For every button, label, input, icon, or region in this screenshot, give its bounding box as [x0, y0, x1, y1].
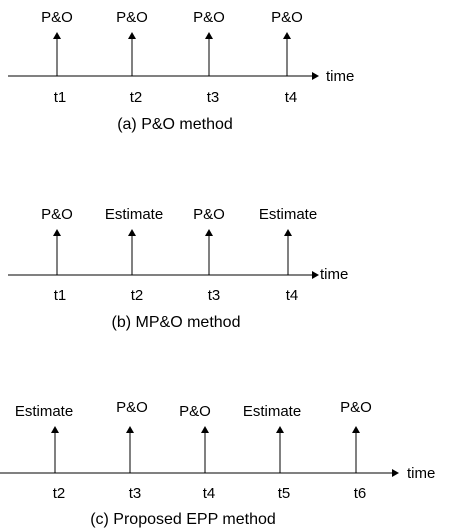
panel-caption: (b) MP&O method — [112, 314, 241, 331]
event-top-label: P&O — [340, 399, 372, 416]
event-time-label: t4 — [285, 89, 298, 106]
event-time-label: t3 — [207, 89, 220, 106]
axis-label: time — [407, 465, 435, 482]
event-time-label: t1 — [54, 89, 67, 106]
axis-label: time — [326, 68, 354, 85]
axis-label: time — [320, 266, 348, 283]
event-top-label: P&O — [41, 9, 73, 26]
event-time-label: t6 — [354, 485, 367, 502]
event-top-label: Estimate — [243, 403, 301, 420]
panel-c: time Estimate P&O P&O Estimate P&O t2 t3… — [0, 399, 435, 528]
event-time-label: t4 — [286, 287, 299, 304]
event-time-label: t5 — [278, 485, 291, 502]
panel-caption: (a) P&O method — [117, 116, 233, 133]
panel-b: time P&O Estimate P&O Estimate t1 t2 t3 … — [8, 206, 348, 331]
event-top-label: P&O — [116, 9, 148, 26]
panel-a: time P&O P&O P&O P&O t1 t2 t3 t4 (a) P&O… — [8, 9, 354, 133]
event-top-label: P&O — [271, 9, 303, 26]
event-time-label: t2 — [131, 287, 144, 304]
event-top-label: Estimate — [105, 206, 163, 223]
event-time-label: t2 — [53, 485, 66, 502]
event-top-label: P&O — [116, 399, 148, 416]
event-time-label: t4 — [203, 485, 216, 502]
event-time-label: t2 — [130, 89, 143, 106]
event-top-label: P&O — [193, 206, 225, 223]
event-top-label: P&O — [41, 206, 73, 223]
event-top-label: Estimate — [259, 206, 317, 223]
event-time-label: t1 — [54, 287, 67, 304]
event-top-label: P&O — [179, 403, 211, 420]
event-time-label: t3 — [129, 485, 142, 502]
event-time-label: t3 — [208, 287, 221, 304]
event-top-label: P&O — [193, 9, 225, 26]
panel-caption: (c) Proposed EPP method — [90, 511, 276, 528]
event-top-label: Estimate — [15, 403, 73, 420]
